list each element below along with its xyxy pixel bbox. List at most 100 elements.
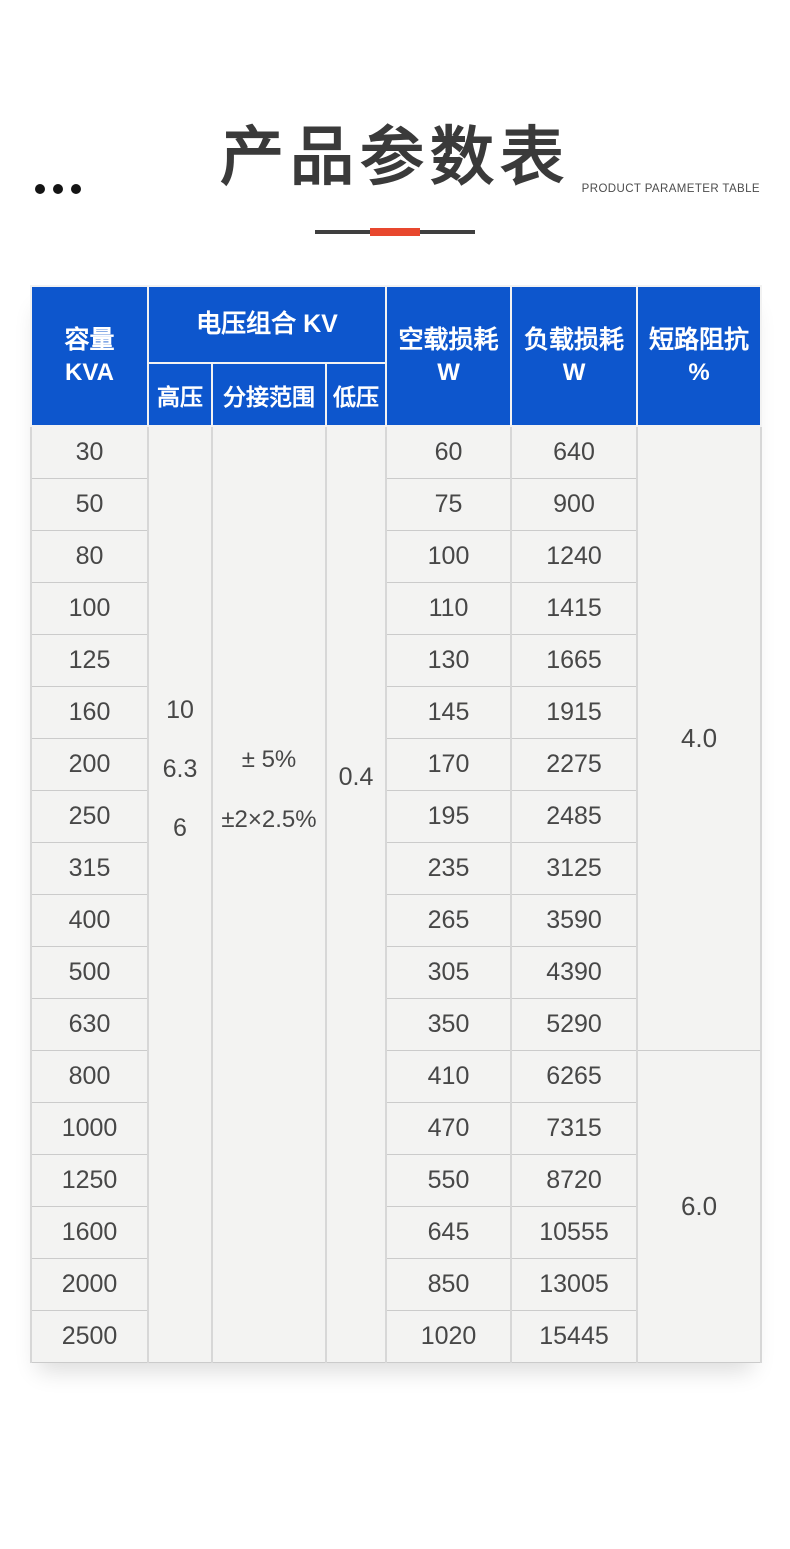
no-load-loss-cell: 305 — [385, 945, 513, 999]
table-row: 800 410 6265 6.0 — [30, 1049, 763, 1363]
capacity-cell: 400 — [30, 893, 149, 947]
high-voltage-cell-value: 6.3 — [162, 755, 198, 783]
capacity-cell: 1250 — [30, 1153, 149, 1207]
no-load-loss-cell: 265 — [385, 893, 513, 947]
capacity-cell: 1000 — [30, 1101, 149, 1155]
no-load-loss-cell: 645 — [385, 1205, 513, 1259]
load-loss-cell: 10555 — [510, 1205, 639, 1259]
impedance-header-line1: 短路阻抗 — [649, 326, 750, 355]
high-voltage-cell-value: 6 — [173, 814, 187, 842]
load-loss-cell: 900 — [510, 477, 639, 531]
table-row: 160 145 1915 — [30, 685, 761, 739]
no-load-loss-cell: 235 — [385, 841, 513, 895]
load-loss-header-line2: W — [562, 358, 586, 386]
table-row: 250 195 2485 — [30, 789, 761, 843]
no-load-loss-cell: 850 — [385, 1257, 513, 1311]
table-body: 30 10 6.3 6 ± 5% ±2×2.5% 0.4 60 640 4.0 50 75 900 80 1… — [30, 425, 763, 1363]
capacity-header-line2: KVA — [65, 358, 114, 386]
capacity-cell: 630 — [30, 997, 149, 1051]
load-loss-cell: 5290 — [510, 997, 639, 1051]
table-row: 2500 1020 15445 — [30, 1309, 761, 1363]
table-row: 400 265 3590 — [30, 893, 761, 947]
no-load-loss-cell: 195 — [385, 789, 513, 843]
no-load-loss-cell: 410 — [385, 1049, 513, 1103]
no-load-loss-cell: 1020 — [385, 1309, 513, 1363]
capacity-cell: 1600 — [30, 1205, 149, 1259]
topbar: PRODUCT PARAMETER TABLE — [0, 180, 790, 202]
table-row: 200 170 2275 — [30, 737, 761, 791]
table-row: 125 130 1665 — [30, 633, 761, 687]
load-loss-cell: 2275 — [510, 737, 639, 791]
no-load-loss-cell: 110 — [385, 581, 513, 635]
no-load-loss-cell: 550 — [385, 1153, 513, 1207]
table-wrapper: 容量 KVA 电压组合 KV 空载损耗 W 负载损耗 W 短路阻抗 % 高 — [30, 285, 763, 1363]
capacity-cell: 30 — [30, 425, 149, 479]
tap-range-cell: ± 5% ±2×2.5% — [211, 425, 327, 1363]
no-load-loss-cell: 100 — [385, 529, 513, 583]
divider-accent — [370, 228, 420, 236]
load-loss-cell: 3125 — [510, 841, 639, 895]
impedance-cell: 6.0 — [636, 1049, 763, 1363]
capacity-cell: 2000 — [30, 1257, 149, 1311]
no-load-loss-cell: 75 — [385, 477, 513, 531]
no-load-loss-header-line1: 空载损耗 — [398, 326, 499, 355]
no-load-loss-cell: 170 — [385, 737, 513, 791]
table-row: 100 110 1415 — [30, 581, 761, 635]
low-voltage-cell-value: 0.4 — [338, 763, 374, 791]
table-row: 80 100 1240 — [30, 529, 761, 583]
sub-header-low-voltage: 低压 — [324, 362, 388, 427]
col-header-capacity: 容量 KVA — [30, 285, 149, 427]
load-loss-cell: 1240 — [510, 529, 639, 583]
load-loss-cell: 3590 — [510, 893, 639, 947]
no-load-loss-cell: 350 — [385, 997, 513, 1051]
menu-dots-icon — [35, 184, 81, 194]
capacity-cell: 250 — [30, 789, 149, 843]
capacity-cell: 800 — [30, 1049, 149, 1103]
table-row: 315 235 3125 — [30, 841, 761, 895]
capacity-cell: 80 — [30, 529, 149, 583]
col-header-load-loss: 负载损耗 W — [510, 285, 639, 427]
table-row: 50 75 900 — [30, 477, 761, 531]
capacity-cell: 500 — [30, 945, 149, 999]
capacity-header-line1: 容量 — [64, 326, 115, 355]
table-row: 1250 550 8720 — [30, 1153, 761, 1207]
capacity-cell: 2500 — [30, 1309, 149, 1363]
capacity-cell: 125 — [30, 633, 149, 687]
col-header-no-load-loss: 空载损耗 W — [385, 285, 513, 427]
impedance-cell: 4.0 — [636, 425, 763, 1051]
col-header-impedance: 短路阻抗 % — [636, 285, 763, 427]
eyebrow-label: PRODUCT PARAMETER TABLE — [581, 183, 760, 195]
table-row: 500 305 4390 — [30, 945, 761, 999]
load-loss-header-line1: 负载损耗 — [524, 326, 625, 355]
no-load-loss-header-line2: W — [437, 358, 460, 386]
table-row: 30 10 6.3 6 ± 5% ±2×2.5% 0.4 60 640 4.0 — [30, 425, 763, 1363]
load-loss-cell: 1915 — [510, 685, 639, 739]
capacity-cell: 315 — [30, 841, 149, 895]
sub-header-high-voltage: 高压 — [147, 362, 213, 427]
page-title: 产品参数表 — [220, 121, 570, 195]
load-loss-cell: 640 — [510, 425, 639, 479]
high-voltage-cell-value: 10 — [166, 696, 194, 724]
capacity-cell: 200 — [30, 737, 149, 791]
load-loss-cell: 1415 — [510, 581, 639, 635]
no-load-loss-cell: 60 — [385, 425, 513, 479]
load-loss-cell: 1665 — [510, 633, 639, 687]
low-voltage-cell: 0.4 — [324, 425, 388, 1363]
col-header-voltage-combo: 电压组合 KV — [146, 285, 388, 364]
load-loss-cell: 6265 — [510, 1049, 639, 1103]
load-loss-cell: 13005 — [510, 1257, 639, 1311]
load-loss-cell: 7315 — [510, 1101, 639, 1155]
no-load-loss-cell: 130 — [385, 633, 513, 687]
no-load-loss-cell: 145 — [385, 685, 513, 739]
tap-range-cell-value: ± 5% — [241, 746, 297, 773]
high-voltage-cell: 10 6.3 6 — [147, 425, 213, 1363]
capacity-cell: 160 — [30, 685, 149, 739]
sub-header-tap-range: 分接范围 — [211, 362, 327, 427]
capacity-cell: 50 — [30, 477, 149, 531]
load-loss-cell: 2485 — [510, 789, 639, 843]
tap-range-cell-value: ±2×2.5% — [221, 806, 317, 833]
load-loss-cell: 8720 — [510, 1153, 639, 1207]
table-row: 630 350 5290 — [30, 997, 761, 1051]
capacity-cell: 100 — [30, 581, 149, 635]
impedance-header-line2: % — [688, 358, 710, 386]
